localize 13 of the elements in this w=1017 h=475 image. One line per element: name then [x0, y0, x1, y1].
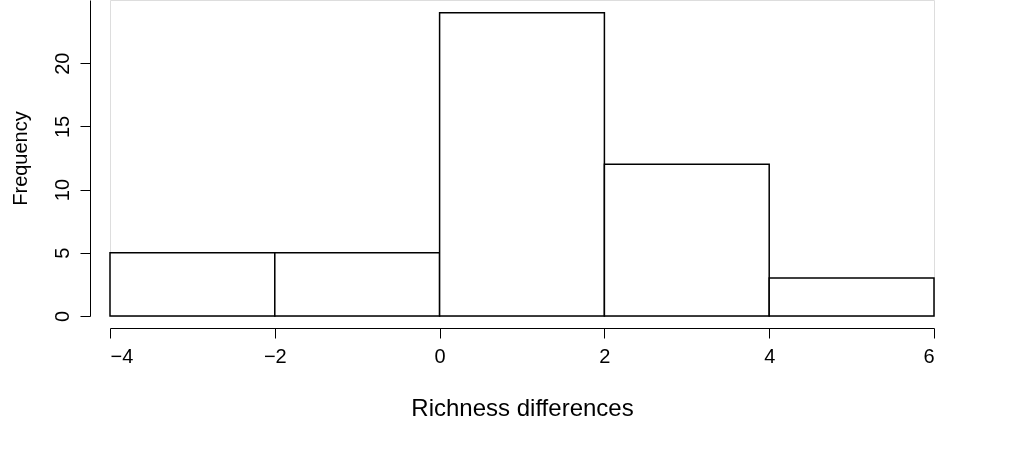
x-tick-label: −2 — [263, 344, 287, 367]
y-tick-label: 15 — [50, 115, 73, 139]
y-tick-label: 20 — [50, 52, 73, 75]
x-tick-label: 4 — [764, 344, 776, 367]
y-tick-label: 5 — [50, 247, 73, 259]
y-tick-label: 0 — [50, 310, 73, 323]
x-tick-label: 2 — [599, 344, 611, 367]
y-axis-title: Frequency — [8, 111, 31, 206]
x-axis-title: Richness differences — [411, 393, 634, 421]
x-tick-label: 6 — [923, 344, 935, 367]
y-tick-label: 10 — [50, 178, 73, 202]
x-tick-label: 0 — [434, 344, 446, 367]
x-tick-label: −4 — [110, 344, 134, 367]
